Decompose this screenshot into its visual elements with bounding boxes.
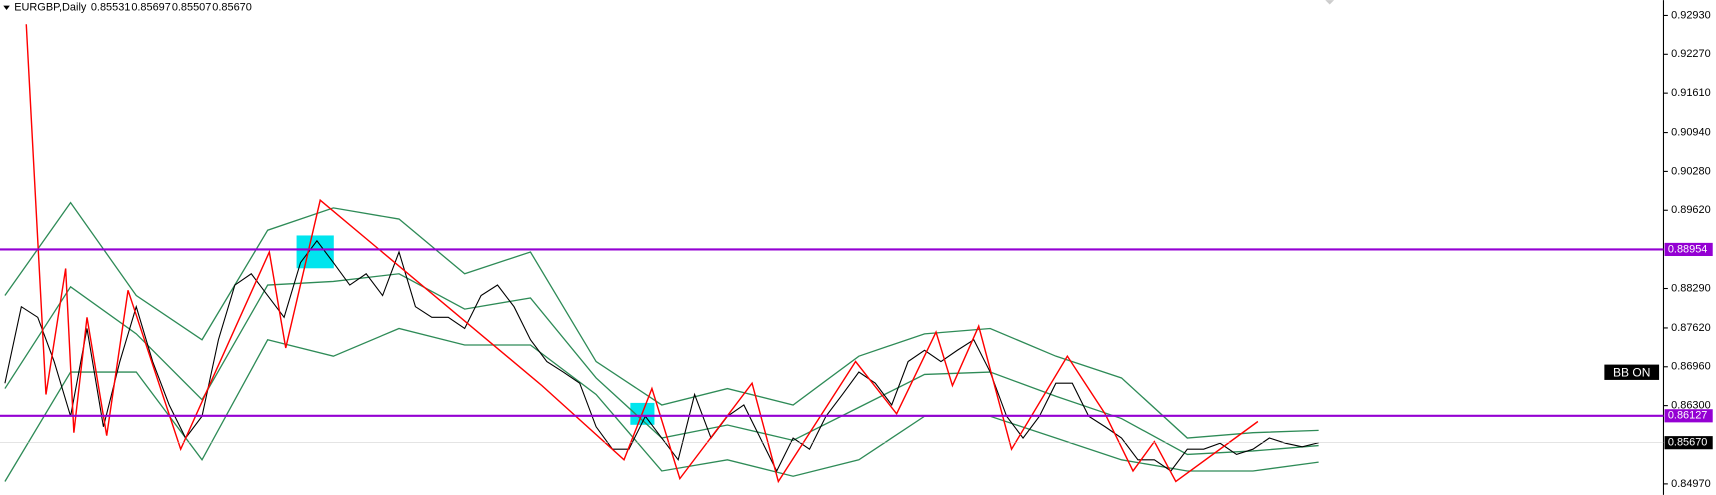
y-tick-label: 0.88290	[1671, 282, 1711, 294]
shift-marker	[1325, 0, 1335, 5]
button-bg[interactable]	[1604, 364, 1660, 380]
level-label: 0.86127	[1668, 410, 1708, 422]
y-tick-label: 0.91610	[1671, 87, 1711, 99]
button-label[interactable]: BB ON	[1613, 366, 1650, 380]
y-tick-label: 0.92270	[1671, 48, 1711, 60]
level-label-bg	[1664, 409, 1713, 423]
y-tick-label: 0.86300	[1671, 400, 1711, 412]
level-label: 0.85670	[1668, 437, 1708, 449]
highlight-box	[296, 235, 334, 269]
price-line	[4, 239, 1319, 473]
ohlc-close: 0.85670	[212, 2, 252, 14]
y-tick-label: 0.90280	[1671, 165, 1711, 177]
level-label: 0.88954	[1668, 243, 1708, 255]
y-tick-label: 0.87620	[1671, 322, 1711, 334]
collapse-arrow[interactable]	[3, 5, 10, 11]
ohlc-high: 0.85697	[131, 2, 171, 14]
bb-button[interactable]: BB ON	[1604, 364, 1660, 380]
ohlc-open: 0.85531	[91, 2, 131, 14]
ohlc-low: 0.85507	[172, 2, 212, 14]
level-label-bg	[1664, 436, 1713, 450]
y-tick-label: 0.84970	[1671, 478, 1711, 490]
y-tick-label: 0.89620	[1671, 204, 1711, 216]
y-tick-label: 0.86960	[1671, 361, 1711, 373]
zigzag	[25, 24, 1259, 484]
bollinger-band	[4, 201, 1319, 439]
bollinger-band	[4, 327, 1319, 482]
symbol: EURGBP,Daily	[14, 2, 87, 14]
y-tick-label: 0.90940	[1671, 126, 1711, 138]
y-tick-label: 0.92930	[1671, 9, 1711, 21]
level-label-bg	[1664, 242, 1713, 257]
